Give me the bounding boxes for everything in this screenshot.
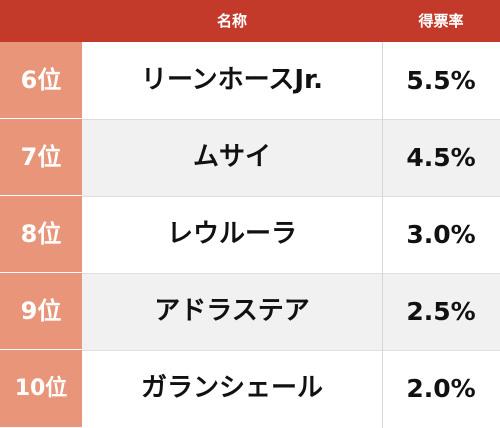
rank-cell: 7位: [0, 119, 82, 196]
name-cell: ガランシェール: [140, 373, 323, 403]
table-row: 6位 リーンホースJr. 5.5%: [0, 42, 500, 119]
rate-cell: 3.0%: [406, 220, 476, 249]
row-divider: [82, 119, 500, 120]
name-cell: アドラステア: [154, 296, 310, 326]
name-cell: ムサイ: [192, 142, 271, 172]
rank-cell: 8位: [0, 196, 82, 273]
row-divider: [82, 196, 500, 197]
rank-cell: 10位: [0, 350, 82, 428]
table-row: 8位 レウルーラ 3.0%: [0, 196, 500, 273]
name-cell: リーンホースJr.: [140, 65, 324, 95]
header-rate: 得票率: [418, 12, 464, 30]
rank-cell: 6位: [0, 42, 82, 119]
table-row: 9位 アドラステア 2.5%: [0, 273, 500, 350]
table-header: 名称 得票率: [0, 0, 500, 42]
row-divider: [82, 350, 500, 351]
header-name: 名称: [216, 12, 247, 30]
rate-cell: 2.0%: [406, 374, 476, 403]
name-cell: レウルーラ: [166, 219, 297, 249]
rank-cell: 9位: [0, 273, 82, 350]
table-row: 10位 ガランシェール 2.0%: [0, 350, 500, 428]
rate-cell: 4.5%: [406, 143, 476, 172]
column-divider: [382, 42, 383, 428]
table-row: 7位 ムサイ 4.5%: [0, 119, 500, 196]
rate-cell: 5.5%: [406, 66, 476, 95]
row-divider: [82, 273, 500, 274]
rate-cell: 2.5%: [406, 297, 476, 326]
